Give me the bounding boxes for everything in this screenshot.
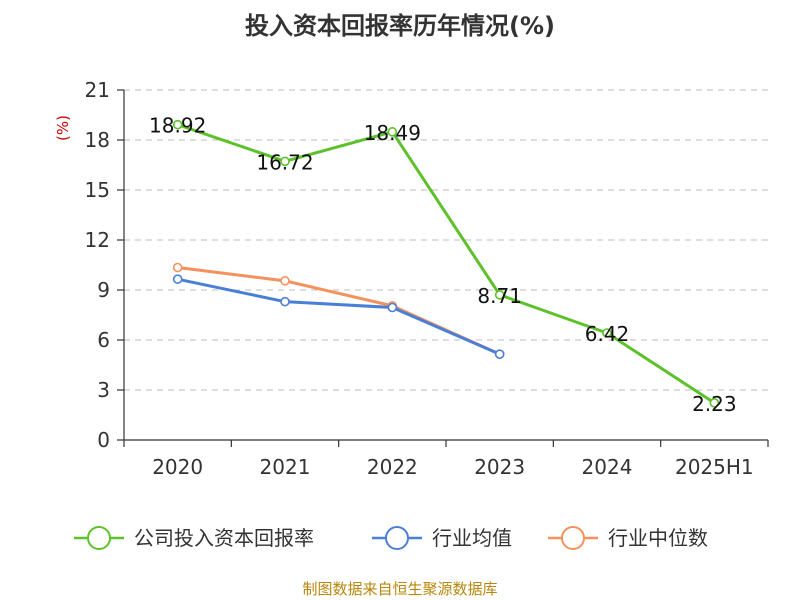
x-tick-label: 2024 (582, 455, 633, 479)
source-note: 制图数据来自恒生聚源数据库 (302, 580, 497, 598)
legend-item-2[interactable]: 行业中位数 (548, 526, 708, 550)
legend-marker (87, 526, 111, 550)
data-point[interactable] (280, 276, 290, 286)
chart-title: 投入资本回报率历年情况(%) (245, 12, 555, 40)
data-label: 2.23 (692, 392, 737, 416)
y-tick-label: 12 (85, 228, 110, 252)
x-tick-label: 2025H1 (675, 455, 754, 479)
y-tick-label: 9 (97, 278, 110, 302)
series-lines (172, 119, 720, 408)
data-label: 8.71 (477, 284, 522, 308)
data-point[interactable] (709, 398, 720, 408)
legend-item-0[interactable]: 公司投入资本回报率 (74, 526, 314, 550)
x-tick-label: 2020 (152, 455, 203, 479)
data-point[interactable] (494, 349, 505, 359)
data-point[interactable] (172, 119, 183, 130)
data-point[interactable] (172, 262, 183, 273)
y-tick-label: 18 (85, 128, 110, 152)
legend-label: 行业均值 (432, 526, 512, 550)
legend-label: 公司投入资本回报率 (134, 526, 314, 550)
x-tick-label: 2023 (474, 455, 525, 479)
data-point[interactable] (280, 156, 290, 167)
data-label: 16.72 (256, 150, 313, 174)
legend-label: 行业中位数 (608, 526, 708, 550)
y-tick-label: 0 (97, 428, 110, 452)
y-tick-label: 21 (85, 78, 110, 102)
grid-lines (124, 89, 768, 391)
series-line-0 (177, 123, 716, 405)
legend-marker (385, 526, 409, 550)
y-tick-label: 15 (85, 178, 110, 202)
data-label: 6.42 (585, 322, 630, 346)
series-line-1 (177, 277, 501, 356)
data-point[interactable] (172, 274, 183, 284)
data-label: 18.49 (364, 121, 421, 145)
legend[interactable]: 公司投入资本回报率 行业均值 行业中位数 (74, 526, 708, 550)
data-point[interactable] (602, 328, 612, 338)
data-point[interactable] (494, 290, 505, 300)
data-label: 18.92 (149, 114, 206, 138)
data-point[interactable] (280, 296, 290, 307)
x-tick-label: 2021 (260, 455, 311, 479)
legend-marker (561, 526, 585, 550)
y-tick-label: 6 (97, 328, 110, 352)
data-point[interactable] (387, 127, 398, 137)
axes: 0 3 6 9 12 15 18 21 2020 2021 2022 2023 2024 2025H1 (85, 78, 769, 479)
data-labels: 18.92 16.72 18.49 8.71 6.42 2.23 (149, 114, 737, 416)
y-tick-label: 3 (97, 378, 110, 402)
series-line-2 (177, 266, 501, 356)
legend-item-1[interactable]: 行业均值 (372, 526, 512, 550)
y-axis-unit: (%) (54, 115, 72, 141)
x-tick-label: 2022 (367, 455, 418, 479)
data-point[interactable] (387, 302, 398, 313)
